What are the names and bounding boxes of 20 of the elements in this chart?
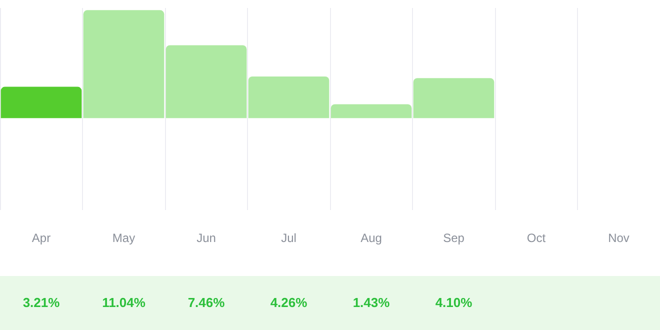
x-tick-label: Aug: [360, 231, 382, 245]
data-label: 1.43%: [352, 295, 390, 310]
x-tick-label: Nov: [608, 231, 630, 245]
bar: [0, 86, 82, 118]
bar: [248, 76, 330, 118]
data-label: 11.04%: [102, 295, 146, 310]
x-tick-label: Jul: [281, 231, 296, 245]
bar: [166, 45, 247, 118]
data-label: 7.46%: [188, 295, 226, 310]
bar: [83, 10, 164, 118]
bar: [413, 78, 494, 118]
x-tick-label: May: [112, 231, 136, 245]
data-label: 4.26%: [270, 295, 308, 310]
x-tick-label: Jun: [196, 231, 216, 245]
x-tick-label: Apr: [32, 231, 51, 245]
data-label: 4.10%: [435, 295, 473, 310]
data-label: 3.21%: [22, 295, 60, 310]
bar: [330, 104, 412, 118]
x-tick-label: Sep: [443, 231, 465, 245]
x-tick-label: Oct: [526, 231, 546, 245]
